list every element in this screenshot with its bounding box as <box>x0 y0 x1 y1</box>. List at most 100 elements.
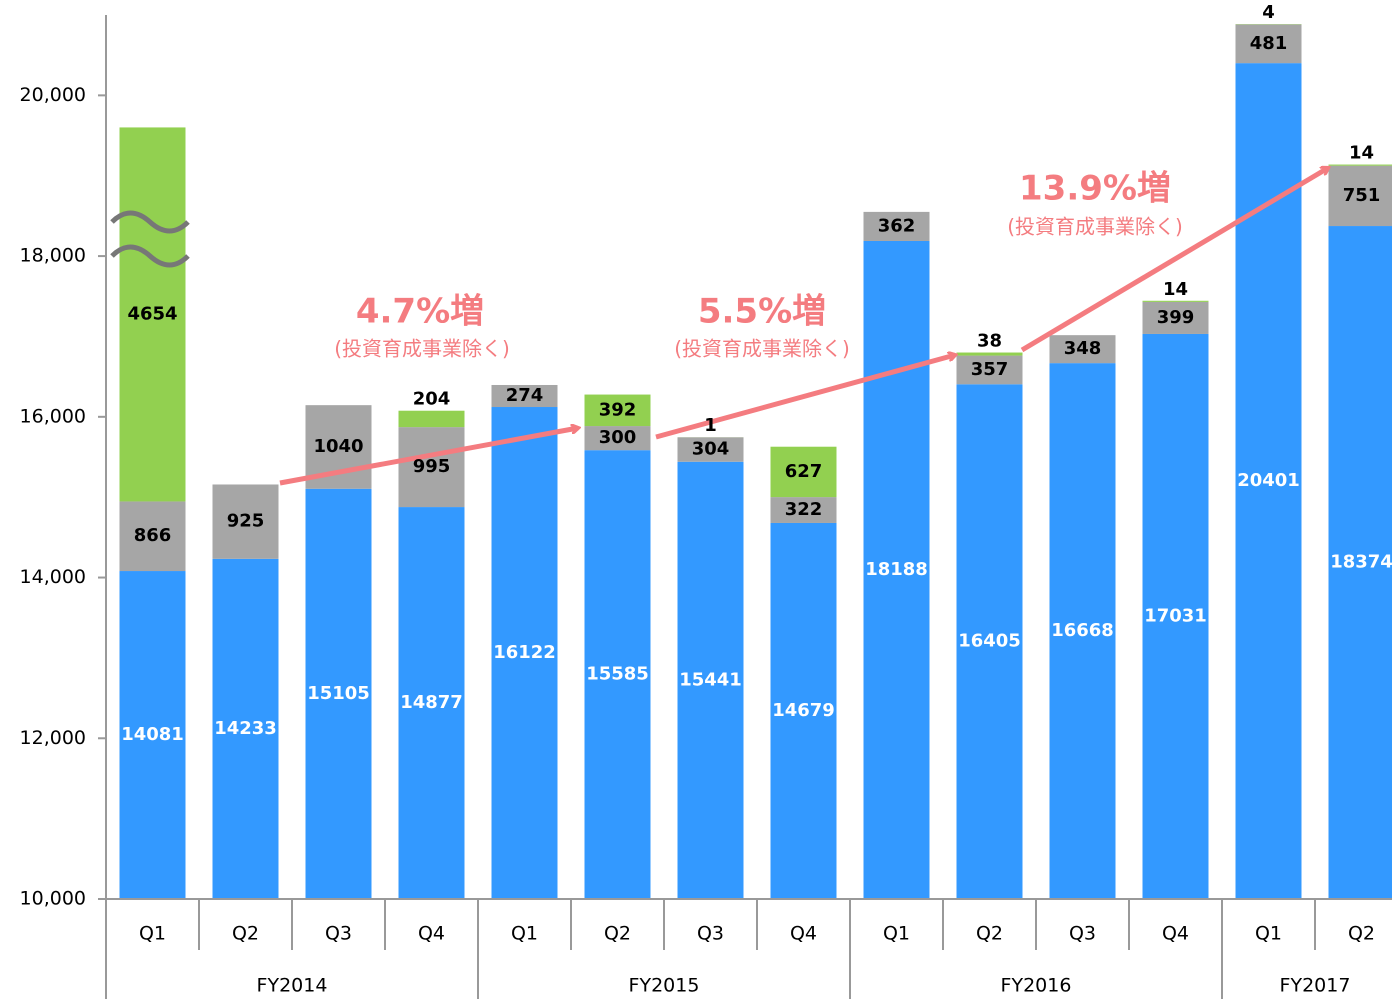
y-tick-label: 10,000 <box>20 888 86 910</box>
data-label: 357 <box>971 359 1009 380</box>
x-tick-label: Q1 <box>1255 923 1282 945</box>
data-label: 1040 <box>313 436 363 457</box>
bar-segment <box>398 427 465 508</box>
bar-segment <box>956 355 1023 385</box>
bar-segment <box>1049 363 1116 900</box>
bar-segment <box>770 446 837 498</box>
data-label: 751 <box>1343 185 1381 206</box>
data-label: 481 <box>1250 33 1288 54</box>
x-tick-label: Q3 <box>697 923 724 945</box>
data-label: 14 <box>1163 279 1188 300</box>
annotation: 5.5%増 <box>698 292 826 332</box>
data-label: 300 <box>599 427 637 448</box>
x-tick-label: Q4 <box>790 923 817 945</box>
data-label: 304 <box>692 439 730 460</box>
annotation-note: (投資育成事業除く) <box>334 337 510 361</box>
data-label: 362 <box>878 215 916 236</box>
data-label: 18374 <box>1330 552 1392 573</box>
x-tick-label: Q1 <box>511 923 538 945</box>
bar-segment <box>1142 300 1209 302</box>
bar-segment <box>863 211 930 241</box>
bar-segment <box>398 410 465 428</box>
data-label: 399 <box>1157 307 1195 328</box>
bar-segment <box>1328 165 1392 227</box>
data-label: 4 <box>1262 2 1275 23</box>
data-label: 866 <box>134 525 172 546</box>
x-tick-label: Q2 <box>604 923 631 945</box>
group-label: FY2016 <box>1001 975 1072 997</box>
bar-segment <box>212 484 279 559</box>
data-label: 14 <box>1349 143 1374 164</box>
bar-segment <box>770 497 837 523</box>
bar-segment <box>1142 333 1209 900</box>
bar-segment <box>956 352 1023 356</box>
bar-segment <box>491 384 558 408</box>
bar-segment <box>863 240 930 899</box>
y-tick-label: 12,000 <box>20 727 86 749</box>
bar-segment <box>677 461 744 899</box>
break-mark <box>110 244 190 268</box>
bar-segment <box>119 571 186 899</box>
data-label: 16668 <box>1051 620 1114 641</box>
data-label: 4654 <box>127 303 177 324</box>
group-label: FY2014 <box>257 975 328 997</box>
data-label: 38 <box>977 331 1002 352</box>
data-label: 18188 <box>865 559 928 580</box>
data-label: 1 <box>704 415 717 436</box>
y-tick-label: 20,000 <box>20 84 86 106</box>
x-tick-label: Q1 <box>139 923 166 945</box>
break-mark <box>110 210 190 234</box>
bar-segment <box>1328 164 1392 166</box>
bar-segment <box>956 384 1023 900</box>
annotation-note: (投資育成事業除く) <box>674 337 850 361</box>
trend-arrow <box>1020 168 1328 353</box>
x-tick-label: Q1 <box>883 923 910 945</box>
bar-segment <box>398 507 465 899</box>
bar-segment <box>770 522 837 899</box>
y-tick-label: 18,000 <box>20 245 86 267</box>
annotation: 4.7%増 <box>356 292 484 332</box>
data-label: 14679 <box>772 700 835 721</box>
data-label: 20401 <box>1237 470 1300 491</box>
annotation-note: (投資育成事業除く) <box>1007 215 1183 239</box>
data-label: 15441 <box>679 669 742 690</box>
bar-segment <box>491 407 558 899</box>
annotation: 13.9%増 <box>1019 169 1171 209</box>
bar-segment <box>584 450 651 899</box>
bar-segment <box>1235 24 1302 64</box>
x-tick-label: Q2 <box>1348 923 1375 945</box>
data-label: 348 <box>1064 338 1102 359</box>
data-label: 925 <box>227 511 265 532</box>
bar-segment <box>584 426 651 451</box>
group-label: FY2017 <box>1280 975 1351 997</box>
x-tick-label: Q3 <box>1069 923 1096 945</box>
bar-segment <box>119 501 186 572</box>
bar-segment <box>584 394 651 427</box>
data-label: 204 <box>413 389 451 410</box>
data-label: 274 <box>506 385 544 406</box>
bar-segment <box>1328 226 1392 899</box>
x-tick-label: Q2 <box>976 923 1003 945</box>
data-label: 17031 <box>1144 605 1207 626</box>
data-label: 16122 <box>493 642 556 663</box>
x-tick-label: Q2 <box>232 923 259 945</box>
trend-arrow <box>655 355 955 440</box>
bar-segment <box>1049 335 1116 364</box>
data-label: 15585 <box>586 664 649 685</box>
data-label: 627 <box>785 461 823 482</box>
data-label: 14233 <box>214 718 277 739</box>
data-label: 15105 <box>307 683 370 704</box>
y-tick-label: 16,000 <box>20 405 86 427</box>
group-label: FY2015 <box>629 975 700 997</box>
bar-segment <box>119 127 186 502</box>
data-label: 322 <box>785 499 823 520</box>
x-tick-label: Q4 <box>418 923 445 945</box>
bar-segment <box>677 437 744 462</box>
trend-arrow <box>279 428 578 486</box>
data-label: 14877 <box>400 692 463 713</box>
data-label: 14081 <box>121 724 184 745</box>
bar-segment <box>212 558 279 899</box>
data-label: 995 <box>413 456 451 477</box>
bar-segment <box>1142 301 1209 334</box>
